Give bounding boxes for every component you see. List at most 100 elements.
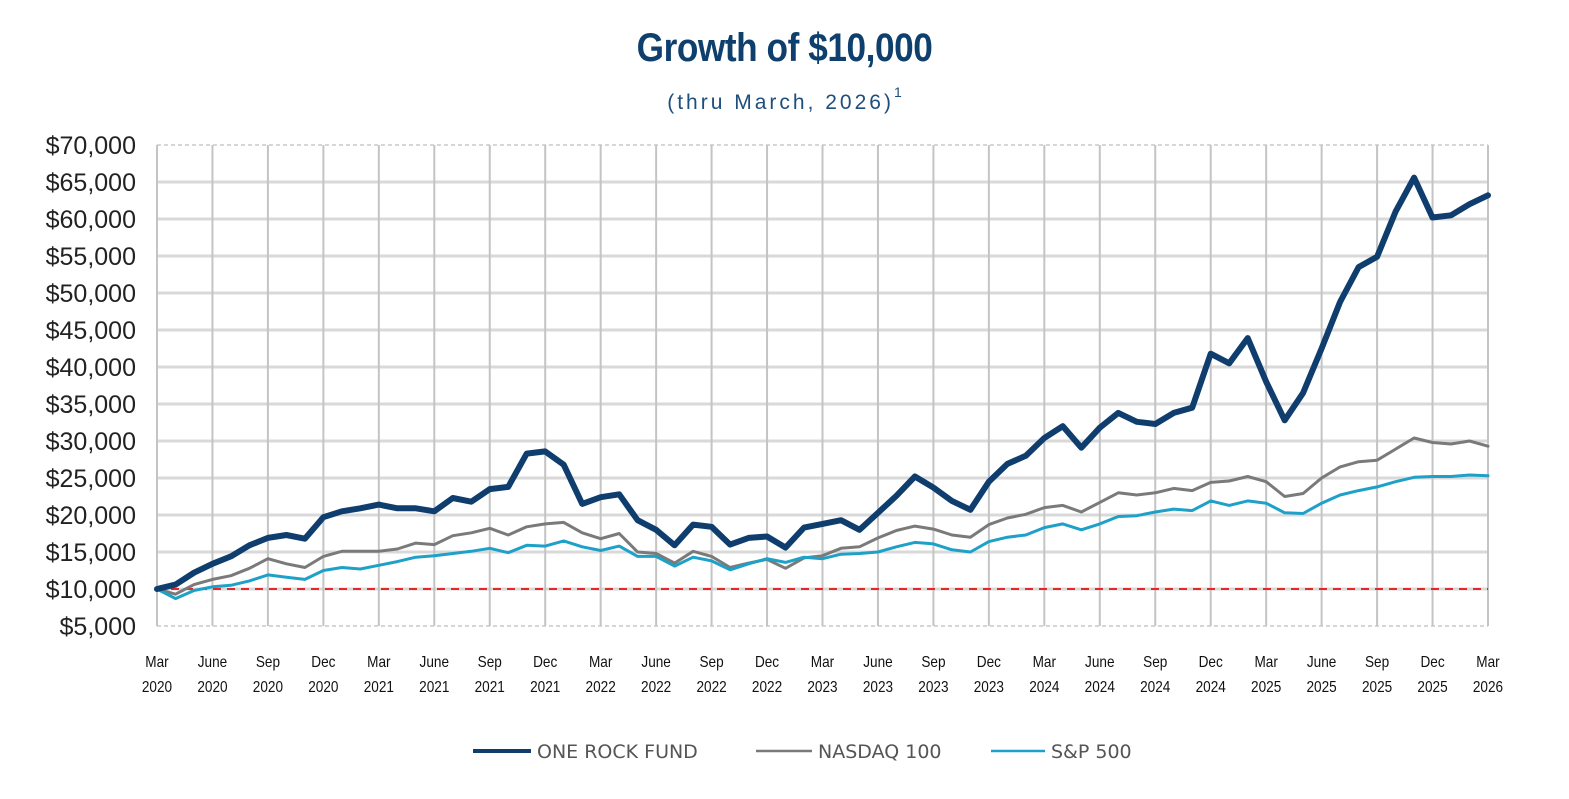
x-tick-label: Mar 2025: [1251, 654, 1281, 696]
x-tick-year: 2021: [419, 679, 449, 696]
x-tick-year: 2021: [364, 679, 394, 696]
nasdaq-100-line: [155, 436, 1490, 596]
x-tick-label: Sep 2023: [918, 654, 948, 696]
legend-item: S&P 500: [991, 741, 1132, 763]
x-tick-year: 2021: [475, 679, 505, 696]
x-tick-label: Dec 2020: [308, 654, 338, 696]
x-tick-year: 2023: [807, 679, 837, 696]
x-tick-month: Dec: [977, 654, 1002, 671]
one-rock-fund-line: [154, 174, 1491, 592]
x-tick-label: Mar 2021: [364, 654, 394, 696]
x-tick-year: 2024: [1029, 679, 1059, 696]
x-tick-month: June: [420, 654, 449, 671]
x-tick-label: June 2022: [641, 654, 671, 696]
x-tick-month: Dec: [1420, 654, 1445, 671]
x-tick-month: Dec: [1199, 654, 1224, 671]
x-tick-month: June: [198, 654, 227, 671]
y-tick-label: $15,000: [46, 539, 136, 567]
x-tick-month: June: [1307, 654, 1336, 671]
x-tick-month: Sep: [478, 654, 502, 671]
x-tick-label: June 2021: [419, 654, 449, 696]
x-tick-year: 2024: [1140, 679, 1170, 696]
legend-label-one-rock-fund: ONE ROCK FUND: [537, 741, 698, 763]
x-tick-label: Mar 2020: [142, 654, 172, 696]
y-tick-label: $30,000: [46, 428, 136, 456]
x-tick-year: 2025: [1307, 679, 1337, 696]
x-tick-month: Mar: [811, 654, 834, 671]
x-tick-month: Mar: [589, 654, 612, 671]
legend: ONE ROCK FUND NASDAQ 100 S&P 500: [473, 741, 1132, 763]
x-tick-month: Dec: [311, 654, 336, 671]
x-tick-year: 2026: [1473, 679, 1503, 696]
x-tick-label: Sep 2024: [1140, 654, 1170, 696]
footnote-marker: 1: [893, 84, 902, 100]
x-tick-year: 2020: [308, 679, 338, 696]
x-tick-label: Mar 2024: [1029, 654, 1059, 696]
x-tick-label: June 2023: [863, 654, 893, 696]
x-tick-label: June 2024: [1085, 654, 1115, 696]
x-tick-year: 2024: [1196, 679, 1226, 696]
x-tick-month: Sep: [256, 654, 280, 671]
x-tick-year: 2020: [253, 679, 283, 696]
x-tick-month: June: [641, 654, 670, 671]
x-tick-year: 2022: [586, 679, 616, 696]
y-tick-label: $25,000: [46, 465, 136, 493]
x-tick-year: 2023: [863, 679, 893, 696]
x-axis: Mar2020June2020Sep2020Dec2020Mar2021June…: [142, 654, 1503, 696]
y-tick-label: $20,000: [46, 502, 136, 530]
x-tick-label: Dec 2024: [1196, 654, 1226, 696]
x-tick-month: Sep: [699, 654, 723, 671]
x-tick-month: June: [863, 654, 892, 671]
x-tick-year: 2025: [1251, 679, 1281, 696]
y-tick-label: $40,000: [46, 354, 136, 382]
x-tick-label: Mar 2026: [1473, 654, 1503, 696]
x-tick-label: Dec 2021: [530, 654, 560, 696]
series-layer: [154, 174, 1491, 601]
y-axis: $5,000 $10,000 $15,000 $20,000 $25,000 $30,00…: [46, 132, 136, 641]
x-tick-year: 2022: [641, 679, 671, 696]
x-tick-year: 2020: [197, 679, 227, 696]
x-tick-label: Sep 2025: [1362, 654, 1392, 696]
x-tick-label: Sep 2022: [696, 654, 726, 696]
x-tick-month: June: [1085, 654, 1114, 671]
y-tick-label: $55,000: [46, 243, 136, 271]
x-tick-year: 2025: [1362, 679, 1392, 696]
legend-label-nasdaq-100: NASDAQ 100: [818, 741, 942, 763]
chart-title: Growth of $10,000: [636, 26, 933, 70]
y-tick-label: $35,000: [46, 391, 136, 419]
grid: [156, 144, 1489, 627]
x-tick-year: 2024: [1085, 679, 1115, 696]
x-tick-month: Mar: [1033, 654, 1056, 671]
x-tick-label: Dec 2022: [752, 654, 782, 696]
x-tick-year: 2025: [1417, 679, 1447, 696]
legend-label-s-p-500: S&P 500: [1051, 741, 1132, 763]
y-tick-label: $65,000: [46, 169, 136, 197]
x-tick-label: June 2025: [1307, 654, 1337, 696]
legend-item: NASDAQ 100: [756, 741, 942, 763]
legend-item: ONE ROCK FUND: [473, 741, 698, 763]
x-tick-label: Dec 2025: [1417, 654, 1447, 696]
x-tick-year: 2022: [696, 679, 726, 696]
x-tick-month: Sep: [921, 654, 945, 671]
subtitle-text: (thru March, 2026): [667, 91, 894, 114]
x-tick-year: 2023: [918, 679, 948, 696]
x-tick-month: Dec: [755, 654, 780, 671]
x-tick-label: Mar 2022: [586, 654, 616, 696]
x-tick-year: 2022: [752, 679, 782, 696]
x-tick-month: Mar: [1254, 654, 1277, 671]
x-tick-label: June 2020: [197, 654, 227, 696]
x-tick-label: Sep 2021: [475, 654, 505, 696]
x-tick-month: Sep: [1365, 654, 1389, 671]
x-tick-year: 2023: [974, 679, 1004, 696]
y-tick-label: $70,000: [46, 132, 136, 160]
x-tick-label: Mar 2023: [807, 654, 837, 696]
y-tick-label: $5,000: [60, 613, 136, 641]
x-tick-year: 2021: [530, 679, 560, 696]
y-tick-label: $10,000: [46, 576, 136, 604]
y-tick-label: $45,000: [46, 317, 136, 345]
s-p-500-line: [155, 473, 1490, 601]
y-tick-label: $50,000: [46, 280, 136, 308]
x-tick-label: Dec 2023: [974, 654, 1004, 696]
x-tick-year: 2020: [142, 679, 172, 696]
